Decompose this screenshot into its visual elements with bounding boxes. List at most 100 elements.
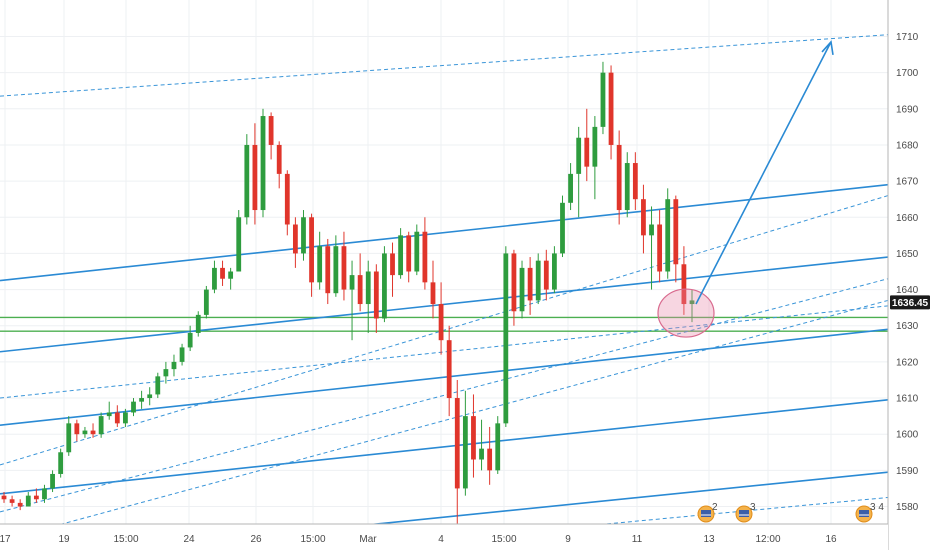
- candles: [1, 61, 695, 525]
- candle-body: [535, 260, 541, 301]
- y-tick-label: 1640: [896, 285, 919, 296]
- candle-body: [155, 376, 161, 395]
- candle-body: [406, 235, 412, 272]
- candle-body: [203, 289, 209, 315]
- candle-body: [333, 246, 339, 294]
- candle-body: [25, 495, 31, 507]
- candle-body: [495, 423, 501, 471]
- candle-body: [681, 264, 687, 305]
- y-tick-label: 1620: [896, 357, 919, 368]
- dashed-channel-line: [0, 278, 889, 513]
- candle-body: [373, 271, 379, 319]
- candle-body: [139, 398, 144, 402]
- current-price-badge-bg: [890, 295, 930, 310]
- candle-body: [252, 144, 258, 211]
- candle-body: [446, 340, 452, 399]
- candle-body: [1, 495, 7, 500]
- current-price-label: 1636.45: [892, 298, 929, 309]
- candle-body: [58, 452, 64, 474]
- candle-body: [584, 137, 590, 167]
- candle-body: [244, 144, 250, 218]
- event-count: 3 4: [870, 502, 884, 513]
- dashed-channel-line: [0, 34, 889, 97]
- candle-body: [260, 116, 266, 211]
- candle-body: [171, 361, 177, 370]
- candle-body: [33, 495, 39, 500]
- x-tick-label: 24: [183, 534, 195, 545]
- candle-body: [560, 202, 565, 254]
- x-tick-label: 12:00: [755, 534, 780, 545]
- x-tick-label: 17: [0, 534, 11, 545]
- candle-body: [365, 271, 371, 305]
- y-tick-label: 1650: [896, 249, 919, 260]
- channel-line: [0, 256, 889, 353]
- tick-labels: 1580 1590 1600 1610 1620 1630 1640 1650 1660 1670…: [0, 32, 919, 545]
- x-tick-label: Mar: [359, 534, 377, 545]
- dashed-channel-line: [599, 496, 889, 526]
- candle-body: [325, 246, 331, 294]
- candle-body: [236, 217, 242, 272]
- event-markers[interactable]: 2 3 3 4: [697, 502, 884, 523]
- candle-body: [9, 499, 15, 503]
- candle-body: [90, 430, 96, 435]
- us-flag-icon: [739, 510, 749, 517]
- candle-body: [268, 116, 274, 145]
- y-tick-label: 1670: [896, 177, 919, 188]
- channel-line: [0, 399, 889, 495]
- event-count: 2: [712, 502, 718, 513]
- candle-body: [649, 224, 654, 236]
- x-tick-label: 4: [438, 534, 444, 545]
- projection-arrow-line: [695, 41, 832, 305]
- y-tick-label: 1660: [896, 213, 919, 224]
- candle-body: [123, 412, 128, 424]
- event-count: 3: [750, 502, 756, 513]
- candle-body: [657, 224, 663, 272]
- candle-body: [42, 488, 47, 500]
- candle-body: [576, 137, 582, 174]
- candle-body: [398, 235, 404, 276]
- candle-body: [382, 253, 387, 319]
- x-tick-label: 26: [250, 534, 262, 545]
- candle-body: [98, 416, 104, 435]
- candle-body: [220, 267, 225, 279]
- y-tick-label: 1610: [896, 394, 919, 405]
- dashed-channel-line: [0, 305, 889, 399]
- projection-arrow-head: [821, 40, 834, 56]
- candle-body: [422, 231, 428, 283]
- y-tick-label: 1700: [896, 68, 919, 79]
- y-tick-label: 1600: [896, 430, 919, 441]
- candle-body: [106, 412, 112, 417]
- candle-body: [187, 332, 193, 348]
- candle-body: [673, 199, 679, 265]
- candle-body: [479, 448, 484, 460]
- candle-body: [317, 246, 323, 283]
- x-tick-label: 15:00: [491, 534, 516, 545]
- candle-body: [195, 314, 201, 333]
- candle-body: [66, 423, 72, 453]
- economic-event-marker[interactable]: 2: [697, 502, 718, 523]
- channel-line: [0, 328, 889, 426]
- y-tick-label: 1710: [896, 32, 919, 43]
- y-tick-label: 1580: [896, 502, 919, 513]
- x-tick-label: 15:00: [300, 534, 325, 545]
- x-tick-label: 15:00: [113, 534, 138, 545]
- candle-body: [50, 473, 55, 489]
- candle-body: [276, 144, 282, 174]
- dashed-channel-line: [59, 299, 889, 526]
- candle-body: [552, 253, 557, 290]
- economic-event-marker[interactable]: 3 4: [855, 502, 884, 523]
- us-flag-icon: [859, 510, 869, 517]
- candle-body: [624, 163, 630, 211]
- candle-body: [519, 267, 525, 312]
- channel-line: [299, 471, 889, 533]
- candle-body: [608, 72, 614, 145]
- candle-body: [632, 163, 638, 200]
- candle-body: [430, 282, 436, 305]
- us-flag-icon: [701, 510, 711, 517]
- x-tick-label: 16: [825, 534, 837, 545]
- economic-event-marker[interactable]: 3: [735, 502, 756, 523]
- candle-body: [543, 260, 549, 290]
